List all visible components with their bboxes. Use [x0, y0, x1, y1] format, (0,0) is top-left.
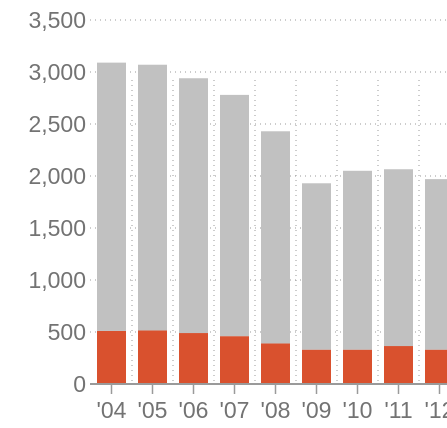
y-tick-label-3500: 3,500 [28, 7, 86, 33]
bar-top-0 [97, 62, 126, 331]
x-tick-label-8: '12 [425, 397, 447, 423]
bars [97, 62, 447, 384]
x-tick-label-3: '07 [220, 397, 250, 423]
bar-bottom-6 [343, 349, 372, 384]
x-tick-label-6: '10 [343, 397, 373, 423]
y-tick-label-1000: 1,000 [28, 267, 86, 293]
bar-top-8 [425, 179, 447, 350]
bar-top-2 [179, 78, 208, 334]
bar-top-6 [343, 170, 372, 350]
bar-bottom-5 [302, 349, 331, 384]
bar-bottom-3 [220, 336, 249, 384]
y-tick-label-500: 500 [48, 319, 86, 345]
bar-bottom-8 [425, 349, 447, 384]
x-tick-label-4: '08 [261, 397, 291, 423]
x-tick-label-5: '09 [302, 397, 332, 423]
x-tick-label-2: '06 [179, 397, 209, 423]
tick-labels: 0 500 1,000 1,500 2,000 2,500 3,000 3,500 '04 '05… [28, 7, 447, 423]
bar-top-5 [302, 183, 331, 350]
gridlines [90, 19, 447, 384]
bar-top-7 [384, 169, 413, 347]
y-tick-label-2000: 2,000 [28, 163, 86, 189]
y-tick-label-0: 0 [73, 371, 86, 397]
bar-bottom-7 [384, 346, 413, 384]
bar-top-3 [220, 94, 249, 337]
x-tick-label-7: '11 [384, 397, 412, 423]
bar-bottom-4 [261, 343, 290, 384]
bar-bottom-0 [97, 330, 126, 384]
bar-top-4 [261, 131, 290, 344]
y-tick-label-1500: 1,500 [28, 215, 86, 241]
bar-top-1 [138, 64, 167, 331]
y-tick-label-3000: 3,000 [28, 59, 86, 85]
x-tick-label-0: '04 [97, 397, 127, 423]
y-tick-label-2500: 2,500 [28, 111, 86, 137]
bar-bottom-2 [179, 333, 208, 384]
axes [90, 383, 447, 394]
x-tick-label-1: '05 [138, 397, 168, 423]
bar-bottom-1 [138, 330, 167, 384]
